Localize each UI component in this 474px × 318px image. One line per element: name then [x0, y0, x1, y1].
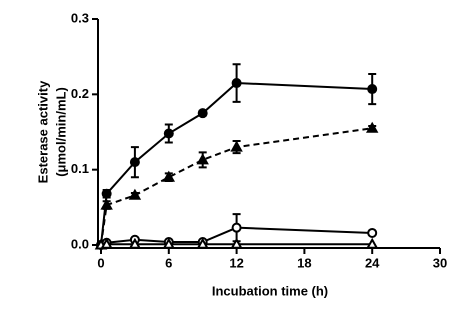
- marker: [100, 237, 113, 249]
- x-tick-label: 24: [365, 255, 380, 270]
- x-tick-label: 12: [229, 255, 243, 270]
- marker: [162, 170, 176, 182]
- marker: [163, 128, 174, 139]
- marker: [365, 237, 379, 249]
- y-axis-label: Esterase activity: [35, 80, 50, 183]
- marker: [230, 237, 243, 249]
- y-tick-label: 0.3: [71, 10, 89, 25]
- marker: [365, 121, 379, 133]
- x-tick-label: 6: [165, 255, 172, 270]
- marker: [196, 153, 209, 165]
- x-tick-label: 0: [97, 255, 104, 270]
- y-axis-label: (μmol/min/mL): [53, 87, 68, 177]
- marker: [128, 237, 142, 249]
- marker: [196, 237, 209, 249]
- y-tick-label: 0.0: [71, 236, 89, 251]
- marker: [101, 188, 112, 199]
- marker: [129, 157, 140, 168]
- marker: [230, 140, 243, 152]
- x-axis-label: Incubation time (h): [212, 283, 328, 298]
- y-tick-label: 0.1: [71, 161, 89, 176]
- marker: [231, 222, 242, 233]
- marker: [128, 188, 142, 200]
- y-tick-label: 0.2: [71, 86, 89, 101]
- marker: [197, 108, 208, 119]
- marker: [162, 237, 176, 249]
- marker: [231, 78, 242, 89]
- x-tick-label: 18: [297, 255, 311, 270]
- marker: [100, 198, 113, 210]
- marker: [367, 227, 378, 238]
- x-tick-label: 30: [433, 255, 447, 270]
- marker: [367, 84, 378, 95]
